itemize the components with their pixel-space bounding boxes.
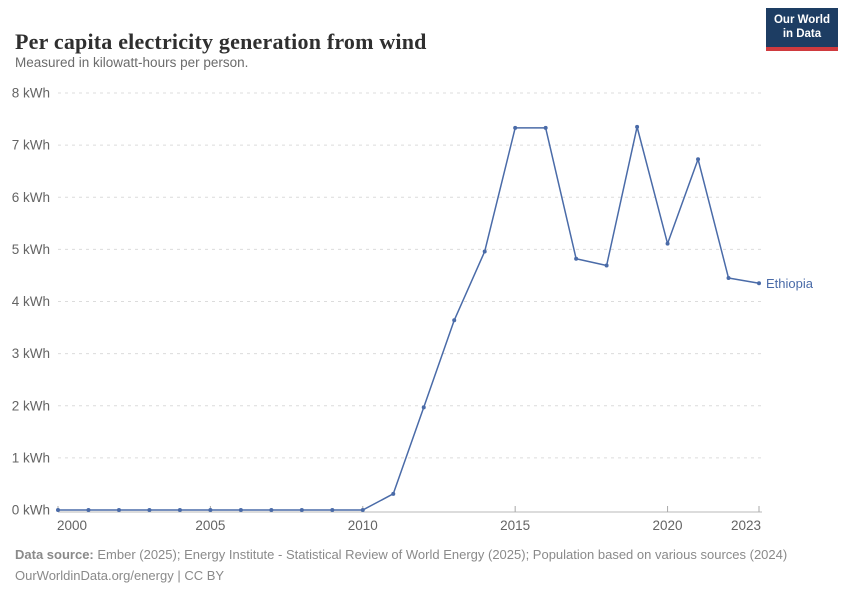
y-axis-label: 1 kWh [12,450,50,465]
data-point [726,276,731,281]
data-point [238,508,243,512]
x-axis-label: 2000 [57,518,87,533]
data-point [177,508,182,512]
y-axis-label: 3 kWh [12,346,50,361]
data-point [482,249,487,254]
x-axis-label: 2023 [731,518,761,533]
x-axis-label: 2015 [500,518,530,533]
data-point [208,508,213,512]
data-point [452,318,457,323]
y-axis-label: 8 kWh [12,86,50,101]
y-axis-label: 6 kWh [12,190,50,205]
x-axis-label: 2005 [195,518,225,533]
data-point [269,508,274,512]
x-axis-label: 2020 [653,518,683,533]
data-point [574,256,579,261]
data-line [57,126,760,511]
data-point [299,508,304,512]
series-label-ethiopia: Ethiopia [766,276,814,291]
page-title: Per capita electricity generation from w… [15,28,427,54]
y-axis-label: 5 kWh [12,242,50,257]
data-source-text: Ember (2025); Energy Institute - Statist… [93,547,788,562]
license-line: OurWorldinData.org/energy | CC BY [15,567,225,583]
y-axis-label: 2 kWh [12,398,50,413]
data-source-line: Data source: Ember (2025); Energy Instit… [15,545,835,566]
data-point [665,241,670,246]
data-point [147,508,152,512]
data-point [696,157,701,162]
data-point [330,508,335,512]
line-chart-svg: 0 kWh 1 kWh 2 kWh 3 kWh 4 kWh 5 kWh 6 kWh 7 kWh… [12,86,814,534]
owid-logo-line1: Our World [773,14,830,26]
data-point [391,491,396,496]
data-point [604,263,609,268]
y-axis-label: 4 kWh [12,294,50,309]
chart-canvas: 0 kWh 1 kWh 2 kWh 3 kWh 4 kWh 5 kWh 6 kWh 7 kWh… [0,80,850,540]
data-point [513,125,518,130]
data-point [543,125,548,130]
data-point [86,508,91,512]
chart-footer: Data source: Ember (2025); Energy Instit… [15,545,835,587]
chart-subtitle: Measured in kilowatt-hours per person. [15,55,249,70]
data-point [757,281,761,286]
data-point [116,508,121,512]
data-point [360,508,365,512]
owid-logo-line2: in Data [782,27,822,40]
data-point [56,508,60,512]
data-point [421,405,426,410]
y-axis-label: 7 kWh [12,138,50,153]
y-axis-label: 0 kWh [12,503,50,518]
data-source-label: Data source: [15,547,94,562]
owid-logo: Our World in Data [765,8,838,51]
data-point [635,124,640,129]
x-axis-label: 2010 [348,518,378,533]
